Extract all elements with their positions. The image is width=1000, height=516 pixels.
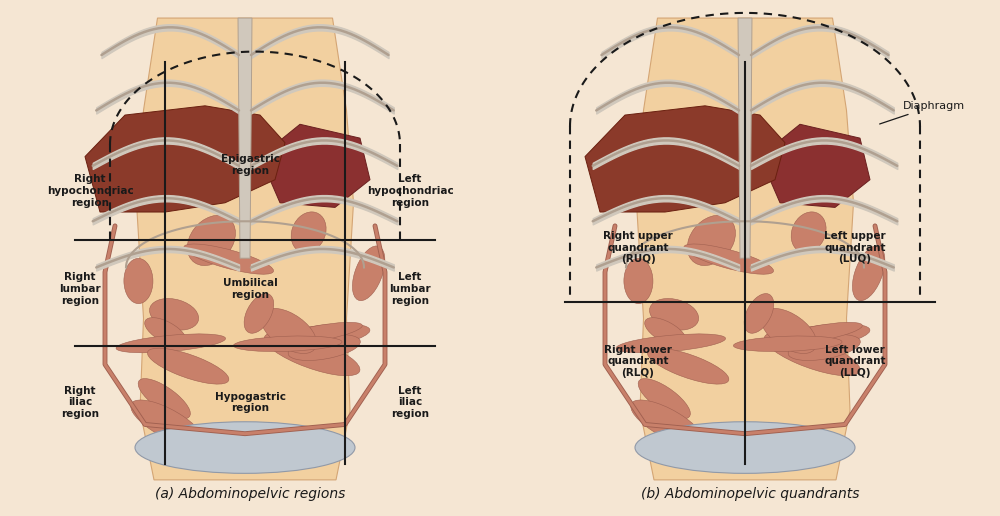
Ellipse shape: [261, 309, 317, 353]
Text: (b) Abdominopelvic quandrants: (b) Abdominopelvic quandrants: [641, 487, 859, 501]
Ellipse shape: [852, 246, 885, 301]
Polygon shape: [585, 106, 785, 212]
Ellipse shape: [352, 246, 385, 301]
Ellipse shape: [635, 422, 855, 473]
Text: Right upper
quandrant
(RUQ): Right upper quandrant (RUQ): [603, 231, 673, 264]
Text: Left
lumbar
region: Left lumbar region: [389, 272, 431, 305]
Ellipse shape: [264, 332, 360, 376]
Ellipse shape: [131, 400, 203, 446]
Ellipse shape: [791, 212, 826, 253]
Polygon shape: [260, 124, 370, 207]
Ellipse shape: [774, 322, 862, 344]
Ellipse shape: [116, 334, 226, 353]
Ellipse shape: [263, 324, 370, 351]
Ellipse shape: [687, 215, 735, 266]
Ellipse shape: [764, 332, 860, 376]
Text: Left lower
quandrant
(LLQ): Left lower quandrant (LLQ): [824, 345, 886, 378]
Ellipse shape: [788, 334, 860, 361]
Ellipse shape: [187, 215, 235, 266]
Text: Left
iliac
region: Left iliac region: [391, 386, 429, 419]
Ellipse shape: [684, 244, 774, 274]
Ellipse shape: [761, 309, 817, 353]
Text: Diaphragm: Diaphragm: [880, 101, 965, 124]
Ellipse shape: [288, 334, 360, 361]
Text: Right
iliac
region: Right iliac region: [61, 386, 99, 419]
Polygon shape: [85, 106, 285, 212]
Text: (a) Abdominopelvic regions: (a) Abdominopelvic regions: [155, 487, 345, 501]
Ellipse shape: [638, 379, 690, 419]
Ellipse shape: [138, 379, 190, 419]
Ellipse shape: [135, 422, 355, 473]
Ellipse shape: [145, 318, 187, 346]
Text: Left upper
quandrant
(LUQ): Left upper quandrant (LUQ): [824, 231, 886, 264]
Ellipse shape: [647, 348, 729, 384]
Polygon shape: [136, 18, 354, 480]
Polygon shape: [238, 18, 252, 258]
Text: Umbilical
region: Umbilical region: [223, 278, 277, 300]
Text: Left
hypochondriac
region: Left hypochondriac region: [367, 174, 453, 207]
Polygon shape: [637, 18, 854, 480]
Polygon shape: [760, 124, 870, 207]
Ellipse shape: [233, 336, 342, 351]
Ellipse shape: [763, 324, 870, 351]
Ellipse shape: [184, 244, 274, 274]
Ellipse shape: [631, 400, 703, 446]
Polygon shape: [738, 18, 752, 258]
Ellipse shape: [291, 212, 326, 253]
Text: Epigastric
region: Epigastric region: [220, 154, 280, 176]
Ellipse shape: [744, 294, 774, 333]
Text: Right
hypochondriac
region: Right hypochondriac region: [47, 174, 133, 207]
Ellipse shape: [150, 299, 199, 330]
Ellipse shape: [733, 336, 842, 351]
Ellipse shape: [124, 259, 153, 303]
Ellipse shape: [616, 334, 726, 353]
Ellipse shape: [244, 294, 274, 333]
Ellipse shape: [624, 259, 653, 303]
Text: Right lower
quandrant
(RLQ): Right lower quandrant (RLQ): [604, 345, 672, 378]
Ellipse shape: [147, 348, 229, 384]
Ellipse shape: [274, 322, 362, 344]
Ellipse shape: [650, 299, 699, 330]
Ellipse shape: [645, 318, 687, 346]
Text: Hypogastric
region: Hypogastric region: [214, 392, 286, 413]
Text: Right
lumbar
region: Right lumbar region: [59, 272, 101, 305]
